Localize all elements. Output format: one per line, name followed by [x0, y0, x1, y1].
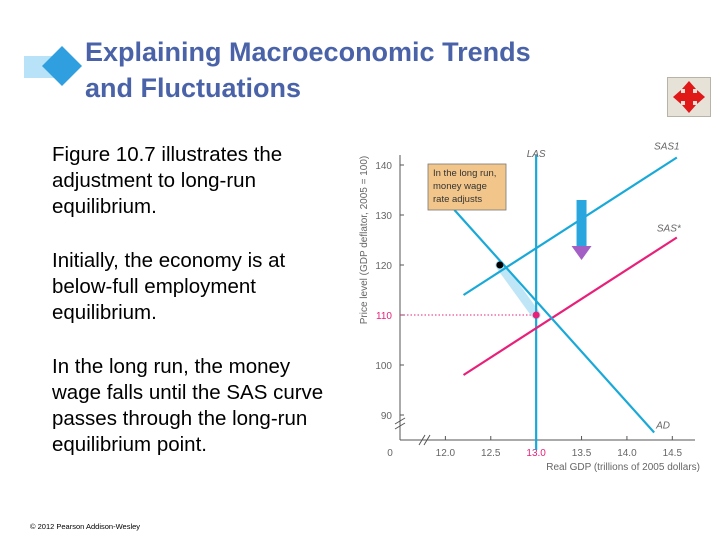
x-axis-title: Real GDP (trillions of 2005 dollars) — [546, 462, 700, 473]
y-tick-label: 110 — [376, 311, 392, 322]
x-tick-label: 12.5 — [481, 448, 501, 459]
y-tick-label: 100 — [375, 361, 392, 372]
y-tick-label: 90 — [381, 411, 393, 422]
y-tick-label: 130 — [375, 211, 392, 222]
x-tick-label: 14.0 — [617, 448, 637, 459]
initial-equilibrium-point — [496, 261, 504, 269]
adjustment-path-shading — [495, 260, 541, 320]
ad-label: AD — [655, 421, 670, 432]
x-axis-break — [418, 434, 431, 446]
title-line-1: Explaining Macroeconomic Trends — [85, 37, 531, 67]
paragraph-3: In the long run, the money wage falls un… — [52, 355, 324, 456]
adjustment-arrow-head — [571, 246, 592, 260]
adjustment-chart: 140 130 120 110 100 90 12.0 12.5 13.0 13.5 14.0 14.… — [359, 142, 700, 474]
annotation-box — [427, 163, 507, 211]
slide-title: Explaining Macroeconomic Trends and Fluc… — [85, 34, 645, 106]
y-axis-title: Price level (GDP deflator, 2005 = 100) — [359, 156, 370, 325]
paragraph-2: Initially, the economy is at below-full … — [52, 249, 286, 324]
x-tick-label: 12.0 — [436, 448, 456, 459]
adjustment-arrow-shaft — [576, 200, 587, 247]
y-tick-label: 120 — [375, 261, 392, 272]
origin-label: 0 — [387, 448, 393, 459]
paragraph-1: Figure 10.7 illustrates the adjustment t… — [52, 143, 283, 218]
copyright-text: © 2012 Pearson Addison-Wesley — [30, 522, 141, 531]
curve-sas — [462, 236, 678, 376]
curve-sas1 — [462, 156, 678, 296]
x-tick-label: 14.5 — [663, 448, 683, 459]
annotation-line: rate adjusts — [433, 194, 482, 205]
sas1-label: SAS1 — [654, 142, 680, 153]
title-diamond-decoration — [24, 46, 82, 86]
x-tick-label: 13.0 — [526, 448, 546, 459]
curve-ad — [453, 209, 655, 434]
long-run-equilibrium-point — [532, 311, 540, 319]
y-axis-break — [394, 417, 406, 430]
annotation-line: In the long run, — [433, 168, 496, 179]
sas-star-label: SAS* — [657, 224, 682, 235]
four-way-arrow-icon — [673, 81, 705, 113]
x-tick-label: 13.5 — [572, 448, 592, 459]
annotation-line: money wage — [433, 181, 487, 192]
title-line-2: and Fluctuations — [85, 73, 301, 103]
y-tick-label: 140 — [375, 161, 392, 172]
las-label: LAS — [527, 149, 546, 160]
navigation-button[interactable] — [667, 77, 711, 117]
